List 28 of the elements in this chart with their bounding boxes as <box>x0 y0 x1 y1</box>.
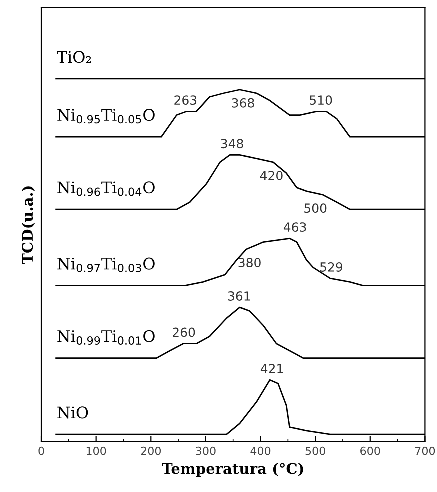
x-tick-label: 500 <box>306 446 326 456</box>
x-tick-label: 200 <box>141 446 162 456</box>
annotation: 380 <box>238 258 261 268</box>
annotation: 368 <box>232 98 254 108</box>
annotation: 529 <box>320 262 343 272</box>
y-axis-title: TCD(u.a.) <box>22 186 36 264</box>
annotation: 361 <box>228 292 250 301</box>
annotation: 348 <box>221 139 244 149</box>
series-label: TiO₂ <box>57 51 92 64</box>
x-tick-label: 100 <box>86 446 106 456</box>
annotation: 510 <box>310 96 332 106</box>
annotation: 263 <box>174 96 197 106</box>
x-axis-title: Temperatura (°C) <box>162 462 304 478</box>
x-tick-label: 300 <box>196 446 216 456</box>
x-tick-label: 0 <box>38 446 44 456</box>
x-tick-label: 400 <box>250 446 271 456</box>
x-tick-label: 600 <box>360 446 380 456</box>
series-label: Ni$_{0.95}$Ti$_{0.05}$O <box>58 109 155 124</box>
annotation: 260 <box>173 328 196 338</box>
x-tick-label: 700 <box>416 446 436 456</box>
series-label: Ni$_{0.99}$Ti$_{0.01}$O <box>58 330 155 345</box>
series-label: Ni$_{0.97}$Ti$_{0.03}$O <box>58 258 155 272</box>
series-label: NiO <box>58 406 88 419</box>
annotation: 421 <box>260 364 284 374</box>
annotation: 500 <box>304 204 327 214</box>
series-label: Ni$_{0.96}$Ti$_{0.04}$O <box>58 182 155 196</box>
annotation: 463 <box>284 222 306 232</box>
annotation: 420 <box>260 170 283 180</box>
